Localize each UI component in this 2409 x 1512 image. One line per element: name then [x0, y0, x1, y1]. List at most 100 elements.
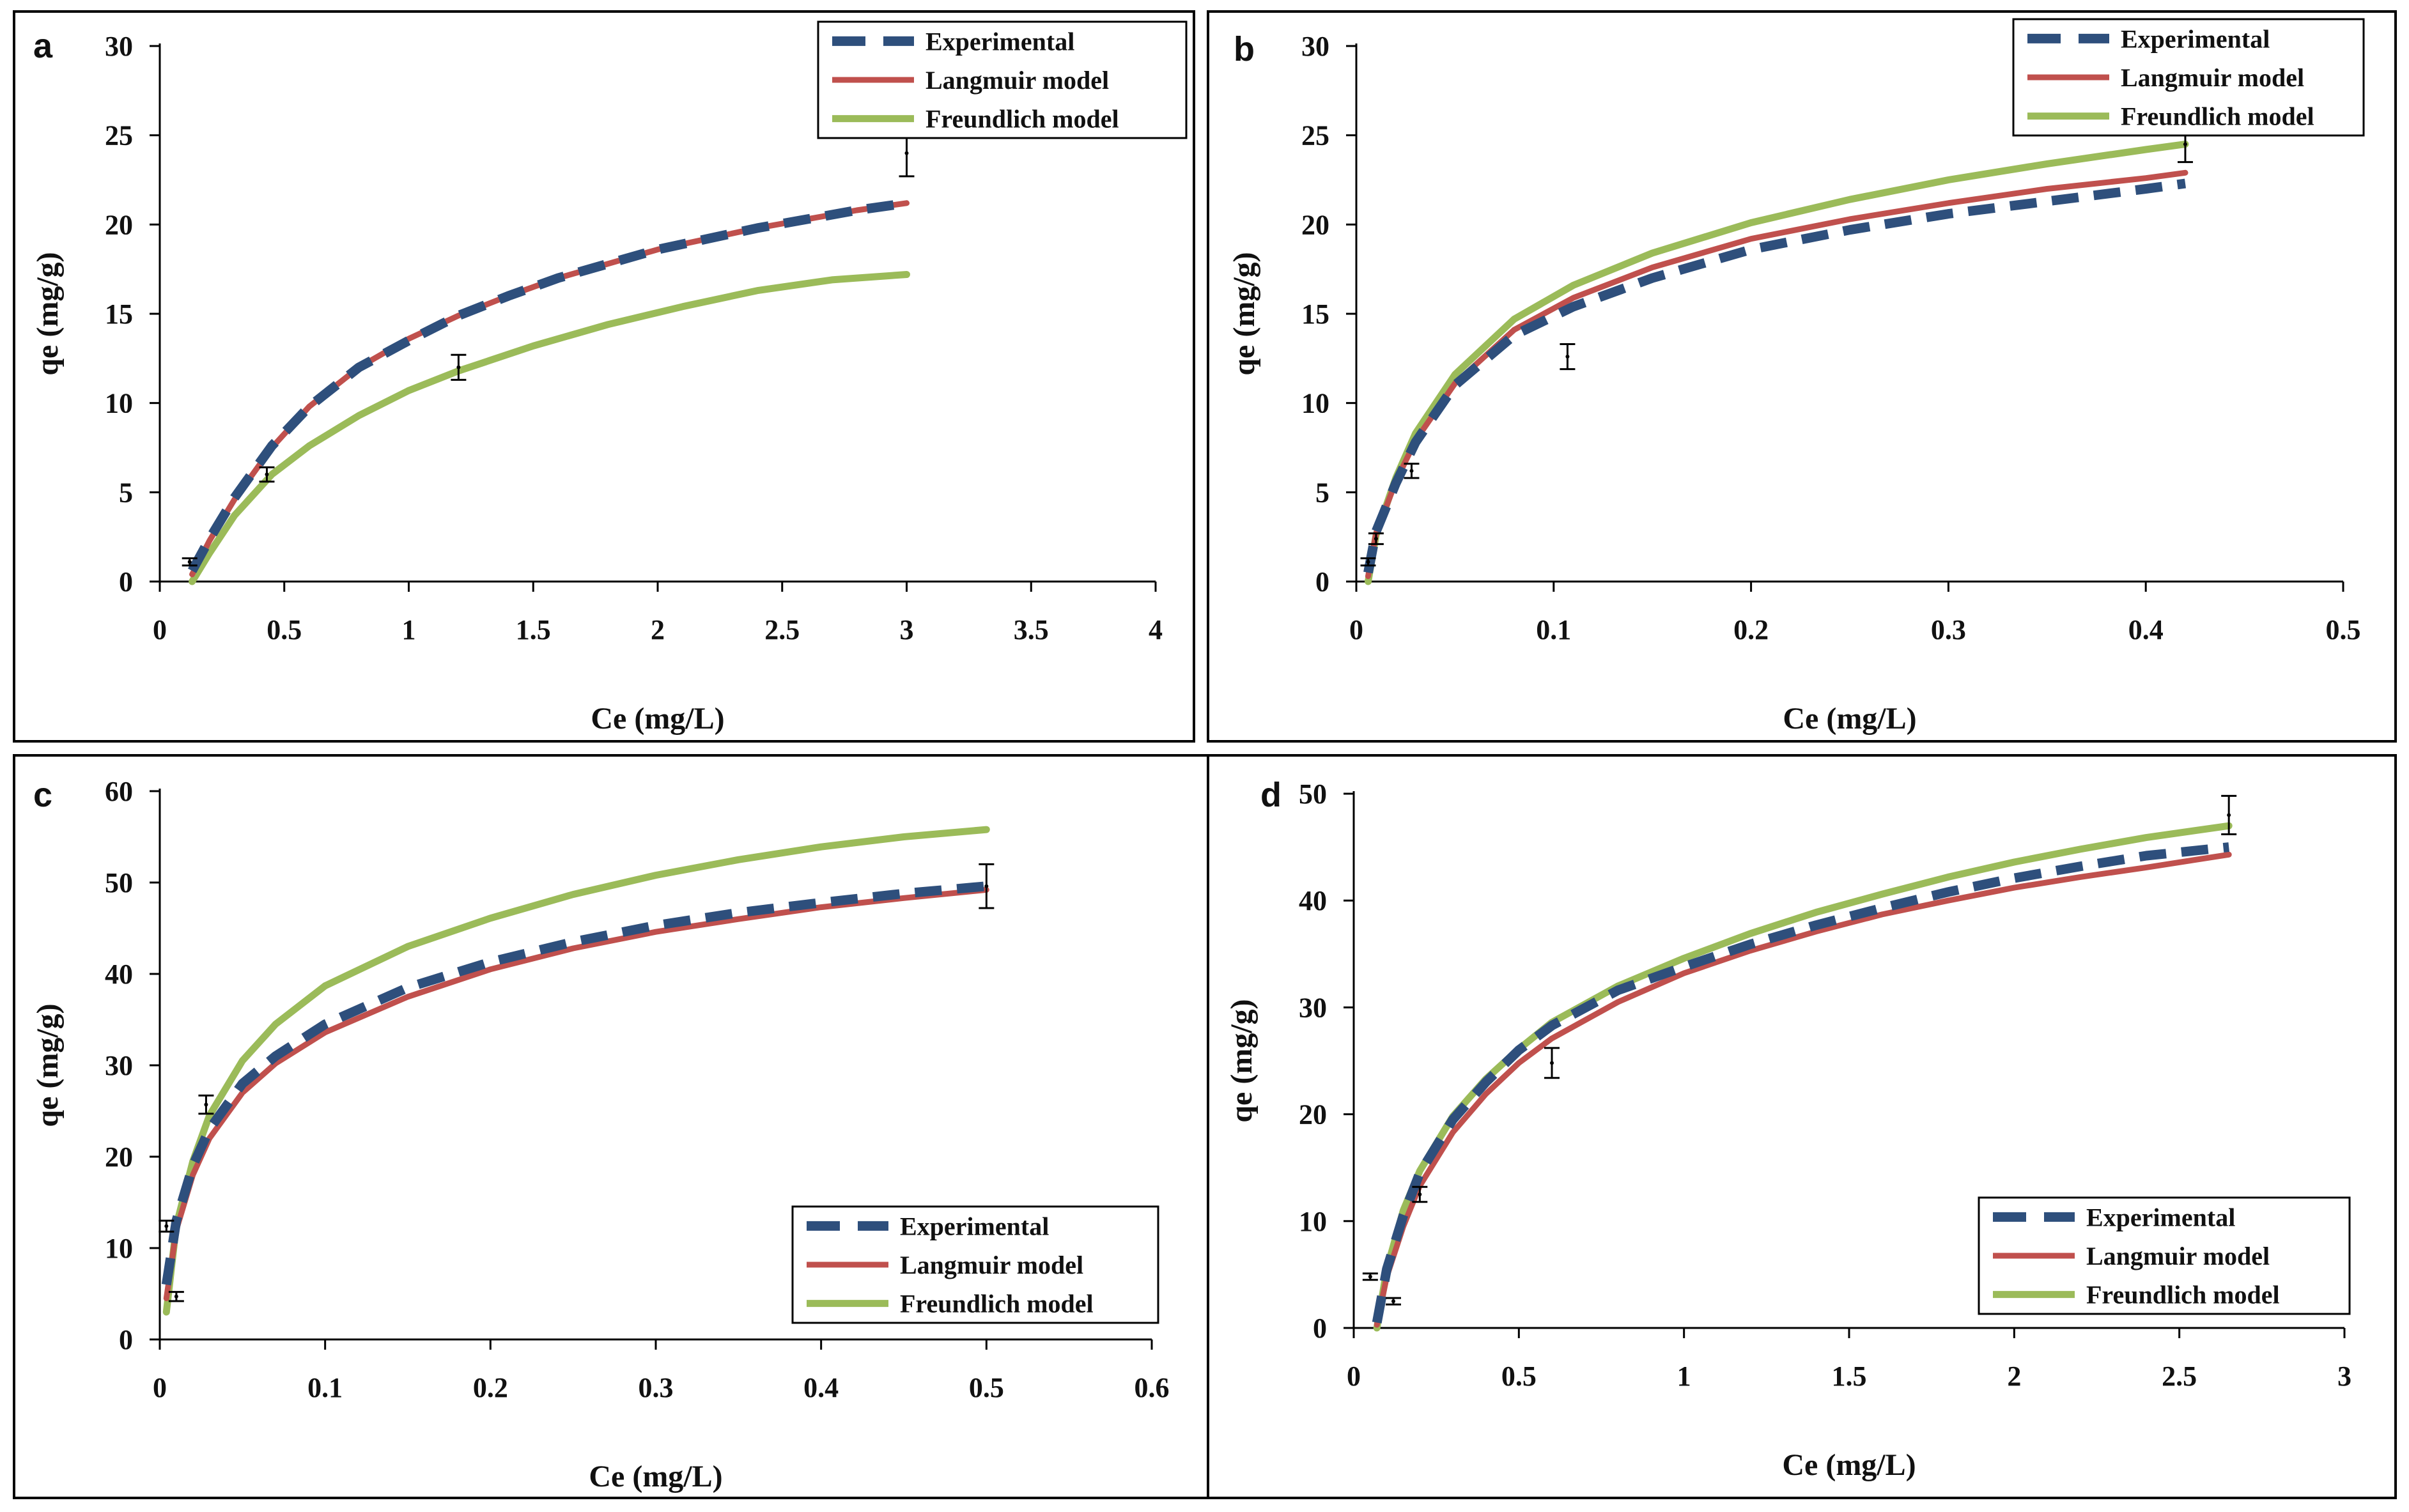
- error-bar-point: [174, 1294, 178, 1299]
- y-tick-label: 50: [1299, 778, 1327, 810]
- series-line-freundlich-model: [189, 271, 910, 585]
- x-tick-label: 0.4: [2128, 614, 2164, 645]
- legend-label: Experimental: [900, 1212, 1049, 1240]
- y-tick-label: 15: [105, 298, 133, 330]
- error-bar-point: [1366, 560, 1370, 564]
- error-bar: [159, 1219, 174, 1233]
- x-axis-title: Ce (mg/L): [1782, 1448, 1916, 1482]
- error-bar: [1412, 1185, 1428, 1203]
- legend-label: Freundlich model: [2121, 102, 2314, 131]
- series-line-experimental: [188, 198, 908, 573]
- legend-label: Experimental: [2121, 24, 2270, 53]
- x-tick-label: 0: [1347, 1361, 1361, 1392]
- y-tick-label: 40: [1299, 885, 1327, 916]
- error-bar-point: [1409, 468, 1414, 473]
- legend-label: Freundlich model: [900, 1290, 1094, 1318]
- error-bar-point: [2183, 142, 2187, 146]
- y-tick-label: 0: [1313, 1313, 1327, 1344]
- y-axis-title: qe (mg/g): [31, 252, 65, 375]
- y-axis-title: qe (mg/g): [31, 1003, 65, 1127]
- error-bar-point: [456, 365, 461, 369]
- legend-label: Langmuir model: [2121, 63, 2304, 92]
- error-bar-point: [1368, 1274, 1372, 1279]
- y-tick-label: 20: [1299, 1099, 1327, 1130]
- error-bar-point: [164, 1224, 169, 1228]
- error-bar: [259, 466, 275, 483]
- legend-label: Freundlich model: [926, 105, 1119, 134]
- legend-label: Freundlich model: [2086, 1281, 2280, 1309]
- y-tick-label: 10: [105, 388, 133, 419]
- x-tick-label: 0.2: [1733, 614, 1769, 645]
- x-tick-label: 0.5: [2326, 614, 2361, 645]
- y-tick-label: 25: [1301, 120, 1329, 151]
- x-tick-label: 2.5: [764, 614, 800, 645]
- y-tick-label: 10: [105, 1233, 133, 1264]
- y-tick-label: 0: [119, 566, 133, 598]
- error-bar: [1362, 1272, 1378, 1281]
- x-tick-label: 0.5: [1501, 1361, 1537, 1392]
- y-axis-title: qe (mg/g): [1227, 252, 1261, 375]
- legend-label: Experimental: [926, 27, 1074, 56]
- x-tick-label: 0.4: [803, 1372, 839, 1403]
- y-tick-label: 0: [119, 1324, 133, 1355]
- y-tick-label: 30: [1301, 31, 1329, 62]
- x-tick-label: 0.3: [1931, 614, 1966, 645]
- error-bar-point: [187, 560, 192, 564]
- y-tick-label: 20: [1301, 209, 1329, 240]
- y-tick-label: 30: [1299, 992, 1327, 1023]
- x-tick-label: 0: [153, 1372, 167, 1403]
- error-bar: [1360, 557, 1376, 567]
- error-bar-point: [1565, 355, 1570, 359]
- x-tick-label: 1: [1677, 1361, 1691, 1392]
- x-tick-label: 3.5: [1014, 614, 1049, 645]
- y-tick-label: 20: [105, 209, 133, 240]
- error-bar: [451, 353, 467, 381]
- panel-b: b 0 0.1 0.2 0.3 0.4 0.5 0 5 10 15 20 25 30 Ce (mg/L) qe…: [1207, 10, 2397, 743]
- error-bar: [182, 557, 198, 567]
- y-tick-label: 5: [119, 477, 133, 508]
- error-bar-point: [2227, 813, 2231, 817]
- panel-frame: [1207, 754, 2397, 1499]
- x-tick-label: 4: [1149, 614, 1163, 645]
- y-tick-label: 40: [105, 959, 133, 990]
- x-tick-label: 3: [900, 614, 914, 645]
- legend-label: Langmuir model: [900, 1251, 1083, 1279]
- legend-label: Experimental: [2086, 1203, 2235, 1231]
- series-line-experimental: [161, 881, 987, 1286]
- legend: Experimental Langmuir model Freundlich mod…: [791, 1205, 1159, 1324]
- panel-letter: b: [1234, 30, 1255, 68]
- error-bar-point: [1374, 536, 1378, 541]
- error-bar-point: [904, 151, 909, 155]
- y-tick-label: 15: [1301, 298, 1329, 330]
- error-bar: [168, 1291, 184, 1302]
- y-tick-label: 50: [105, 867, 133, 899]
- x-tick-label: 1: [402, 614, 416, 645]
- legend: Experimental Langmuir model Freundlich mod…: [2012, 18, 2365, 137]
- error-bar: [1544, 1047, 1560, 1079]
- x-tick-label: 1.5: [516, 614, 551, 645]
- x-tick-label: 3: [2337, 1361, 2351, 1392]
- y-tick-label: 10: [1301, 388, 1329, 419]
- y-tick-label: 25: [105, 120, 133, 151]
- x-axis-title: Ce (mg/L): [591, 702, 724, 736]
- legend: Experimental Langmuir model Freundlich mod…: [817, 20, 1188, 139]
- series-line-experimental: [1363, 178, 2187, 574]
- x-tick-label: 0.6: [1135, 1372, 1170, 1403]
- x-tick-label: 1.5: [1832, 1361, 1867, 1392]
- x-tick-label: 2: [651, 614, 665, 645]
- panel-letter: a: [33, 27, 53, 65]
- error-bar-point: [984, 884, 989, 888]
- x-tick-label: 0: [153, 614, 167, 645]
- legend-label: Langmuir model: [2086, 1242, 2270, 1270]
- series-line-experimental: [1372, 842, 2229, 1323]
- y-tick-label: 20: [105, 1141, 133, 1173]
- error-bar: [198, 1094, 214, 1115]
- y-tick-label: 30: [105, 31, 133, 62]
- panel-c: c 0 0.1 0.2 0.3 0.4 0.5 0.6 0 10 20 30 40 50 60 Ce (mg/…: [13, 754, 1209, 1499]
- error-bar-point: [1550, 1061, 1554, 1065]
- error-bar: [1404, 463, 1420, 479]
- error-bar-point: [265, 472, 269, 477]
- x-tick-label: 0.2: [473, 1372, 508, 1403]
- y-tick-label: 30: [105, 1050, 133, 1081]
